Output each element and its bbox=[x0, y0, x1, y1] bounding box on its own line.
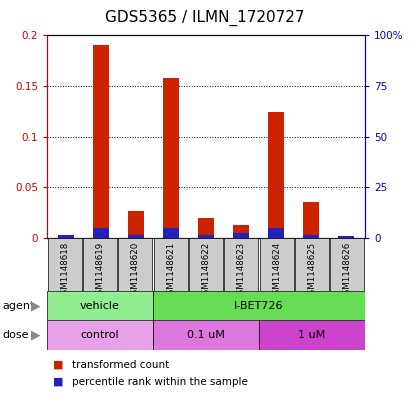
Bar bbox=[330, 238, 363, 291]
Text: GSM1148626: GSM1148626 bbox=[342, 241, 351, 300]
Bar bbox=[233, 233, 248, 238]
Text: ▶: ▶ bbox=[31, 329, 40, 342]
Text: GSM1148619: GSM1148619 bbox=[95, 241, 104, 299]
Bar bbox=[233, 225, 248, 238]
Bar bbox=[294, 238, 328, 291]
Bar bbox=[93, 46, 109, 238]
Bar bbox=[153, 238, 187, 291]
Text: 1 uM: 1 uM bbox=[298, 330, 325, 340]
Text: GDS5365 / ILMN_1720727: GDS5365 / ILMN_1720727 bbox=[105, 10, 304, 26]
Bar bbox=[47, 291, 153, 320]
Bar bbox=[259, 238, 293, 291]
Text: transformed count: transformed count bbox=[72, 360, 169, 370]
Bar bbox=[337, 236, 353, 238]
Bar bbox=[198, 235, 213, 238]
Bar bbox=[267, 112, 283, 238]
Bar bbox=[47, 320, 153, 350]
Text: control: control bbox=[81, 330, 119, 340]
Bar bbox=[48, 238, 81, 291]
Bar bbox=[128, 211, 144, 238]
Text: GSM1148623: GSM1148623 bbox=[236, 241, 245, 300]
Bar bbox=[58, 235, 74, 238]
Bar bbox=[302, 202, 318, 238]
Text: I-BET726: I-BET726 bbox=[234, 301, 283, 310]
Bar bbox=[267, 228, 283, 238]
Text: ■: ■ bbox=[53, 377, 64, 387]
Bar bbox=[118, 238, 152, 291]
Bar bbox=[153, 291, 364, 320]
Text: vehicle: vehicle bbox=[80, 301, 120, 310]
Text: GSM1148618: GSM1148618 bbox=[60, 241, 69, 300]
Text: GSM1148625: GSM1148625 bbox=[307, 241, 316, 300]
Text: 0.1 uM: 0.1 uM bbox=[187, 330, 225, 340]
Bar bbox=[337, 236, 353, 238]
Bar bbox=[128, 235, 144, 238]
Text: GSM1148624: GSM1148624 bbox=[272, 241, 281, 300]
Text: dose: dose bbox=[2, 330, 29, 340]
Bar bbox=[93, 228, 109, 238]
Bar bbox=[224, 238, 258, 291]
Text: ▶: ▶ bbox=[31, 299, 40, 312]
Bar bbox=[83, 238, 117, 291]
Text: agent: agent bbox=[2, 301, 34, 310]
Text: ■: ■ bbox=[53, 360, 64, 370]
Bar bbox=[163, 78, 178, 238]
Bar bbox=[189, 238, 222, 291]
Bar bbox=[198, 217, 213, 238]
Text: GSM1148620: GSM1148620 bbox=[130, 241, 139, 300]
Bar bbox=[258, 320, 364, 350]
Bar bbox=[153, 320, 258, 350]
Bar bbox=[163, 228, 178, 238]
Bar bbox=[302, 235, 318, 238]
Bar bbox=[58, 235, 74, 238]
Text: percentile rank within the sample: percentile rank within the sample bbox=[72, 377, 247, 387]
Text: GSM1148622: GSM1148622 bbox=[201, 241, 210, 300]
Text: GSM1148621: GSM1148621 bbox=[166, 241, 175, 300]
